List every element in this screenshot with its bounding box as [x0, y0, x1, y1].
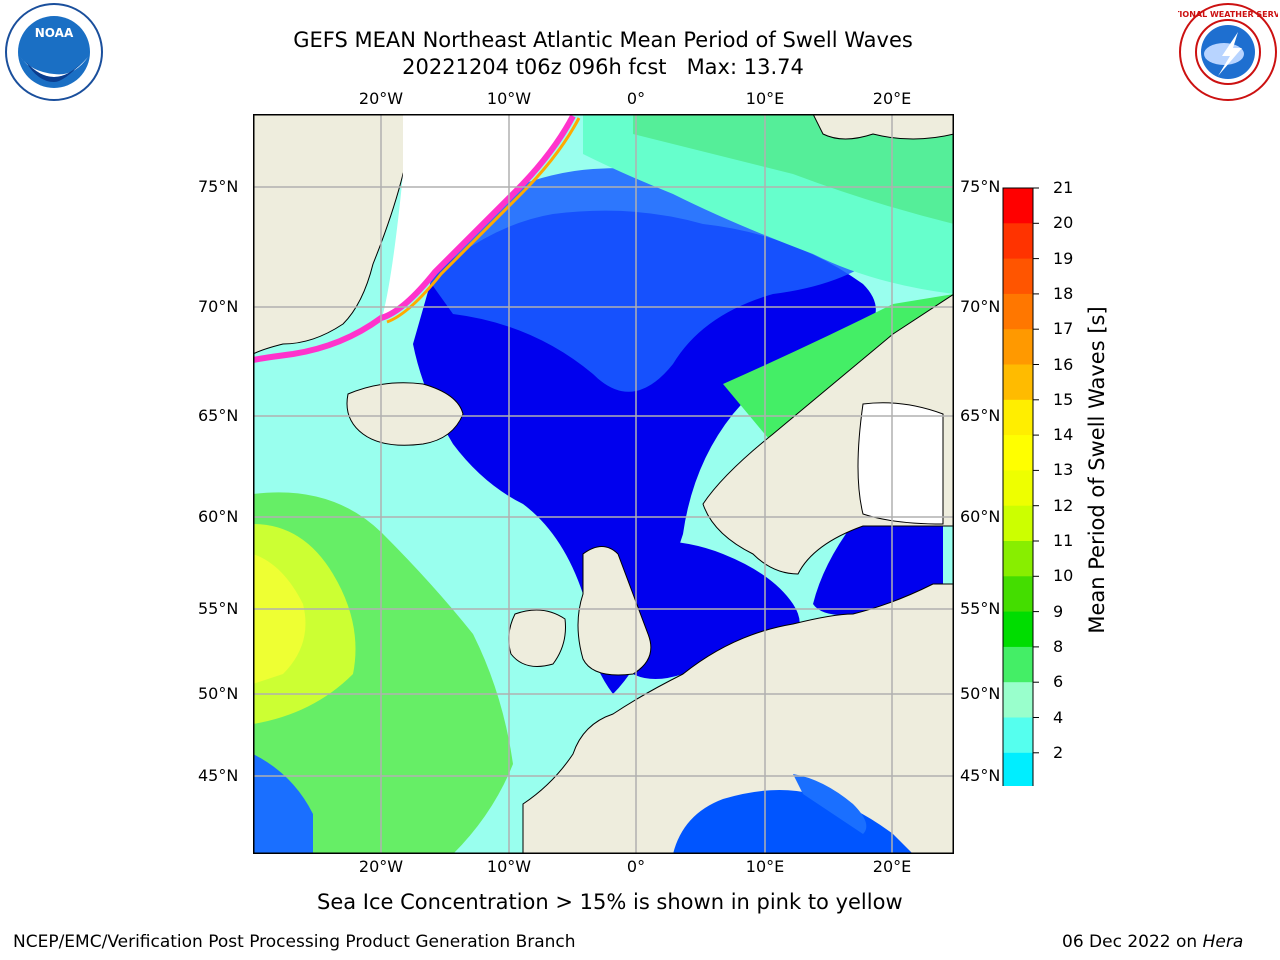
sea-ice-edge	[253, 114, 576, 363]
colorbar-tick-label: 8	[1053, 636, 1064, 656]
colorbar-tick-label: 18	[1053, 283, 1074, 303]
colorbar-tick-label: 16	[1053, 354, 1074, 374]
colorbar-swatch	[1003, 364, 1033, 401]
colorbar-tick-label: 15	[1053, 389, 1074, 409]
colorbar-tick-label: 20	[1053, 213, 1074, 233]
colorbar-swatch	[1003, 293, 1033, 330]
lat-label-left: 65°N	[198, 406, 239, 425]
map-gridlines	[253, 114, 954, 854]
colorbar-swatch	[1003, 682, 1033, 718]
lat-label-left: 70°N	[198, 297, 239, 316]
colorbar-swatch	[1003, 435, 1033, 471]
land-continental-europe	[522, 583, 954, 854]
lat-label-right: 60°N	[960, 507, 1001, 526]
colorbar-swatch	[1003, 646, 1033, 683]
colorbar-swatch	[1003, 329, 1033, 365]
colorbar-swatch	[1003, 611, 1033, 648]
lon-label-top: 10°E	[745, 89, 785, 108]
lon-label-bottom: 0°	[626, 857, 646, 876]
colorbar-tick-label: 12	[1053, 495, 1074, 515]
lat-label-left: 55°N	[198, 599, 239, 618]
colorbar-swatch	[1003, 258, 1033, 295]
footer-date-text: 06 Dec 2022 on	[1062, 932, 1203, 952]
colorbar-swatch	[1003, 717, 1033, 754]
colorbar-tick-label: 17	[1053, 319, 1074, 339]
lon-label-bottom: 10°E	[745, 857, 785, 876]
colorbar-swatch	[1003, 223, 1033, 260]
map-frame	[253, 114, 954, 854]
colorbar-tick-label: 4	[1053, 707, 1064, 727]
swell-period-map	[253, 114, 954, 854]
nws-logo-text: NATIONAL WEATHER SERVICE	[1178, 10, 1278, 19]
colorbar-swatch	[1003, 188, 1033, 224]
footer-date: 06 Dec 2022 on Hera	[1062, 932, 1243, 952]
lat-label-left: 50°N	[198, 684, 239, 703]
lat-label-right: 45°N	[960, 766, 1001, 785]
lon-label-bottom: 20°W	[358, 857, 404, 876]
lon-label-bottom: 10°W	[486, 857, 532, 876]
chart-subtitle: 20221204 t06z 096h fcst Max: 13.74	[402, 55, 804, 79]
colorbar-tick-label: 9	[1053, 601, 1064, 621]
lat-label-left: 60°N	[198, 507, 239, 526]
colorbar-tick-label: 11	[1053, 531, 1074, 550]
colorbar-tick-label: 10	[1053, 566, 1074, 586]
lat-label-left: 75°N	[198, 177, 239, 196]
lat-label-right: 75°N	[960, 177, 1001, 196]
colorbar-swatch	[1003, 399, 1033, 436]
lon-label-bottom: 20°E	[872, 857, 912, 876]
national-weather-service-logo: NATIONAL WEATHER SERVICE	[1162, 2, 1280, 102]
lat-label-right: 70°N	[960, 297, 1001, 316]
colorbar-tick-label: 13	[1053, 460, 1074, 480]
lat-label-right: 55°N	[960, 599, 1001, 618]
colorbar-title: Mean Period of Swell Waves [s]	[1085, 306, 1109, 634]
land-iceland	[346, 382, 464, 446]
lon-label-top: 20°E	[872, 89, 912, 108]
lon-label-top: 20°W	[358, 89, 404, 108]
colorbar-swatch	[1003, 576, 1033, 613]
lon-label-top: 10°W	[486, 89, 532, 108]
colorbar-swatch	[1003, 470, 1033, 507]
land-ireland	[508, 609, 566, 667]
colorbar-tick-label: 21	[1053, 178, 1074, 197]
colorbar-tick-label: 19	[1053, 248, 1074, 268]
sea-ice-caption: Sea Ice Concentration > 15% is shown in …	[317, 890, 903, 914]
footer-machine: Hera	[1202, 932, 1244, 952]
land-great-britain	[577, 546, 652, 676]
footer-credit: NCEP/EMC/Verification Post Processing Pr…	[13, 932, 576, 952]
noaa-logo: NOAA	[4, 2, 104, 102]
colorbar-tick-label: 6	[1053, 672, 1064, 692]
colorbar-tick-label: 2	[1053, 742, 1064, 762]
lat-label-right: 50°N	[960, 684, 1001, 703]
colorbar	[1000, 186, 1040, 851]
noaa-logo-text: NOAA	[35, 26, 74, 40]
lat-label-right: 65°N	[960, 406, 1001, 425]
chart-title: GEFS MEAN Northeast Atlantic Mean Period…	[293, 28, 913, 52]
colorbar-swatch	[1003, 752, 1033, 789]
colorbar-tick-label: 14	[1053, 425, 1074, 445]
colorbar-swatch	[1003, 505, 1033, 542]
lat-label-left: 45°N	[198, 766, 239, 785]
land-svalbard	[812, 114, 954, 140]
colorbar-swatch	[1003, 541, 1033, 577]
lon-label-top: 0°	[626, 89, 646, 108]
